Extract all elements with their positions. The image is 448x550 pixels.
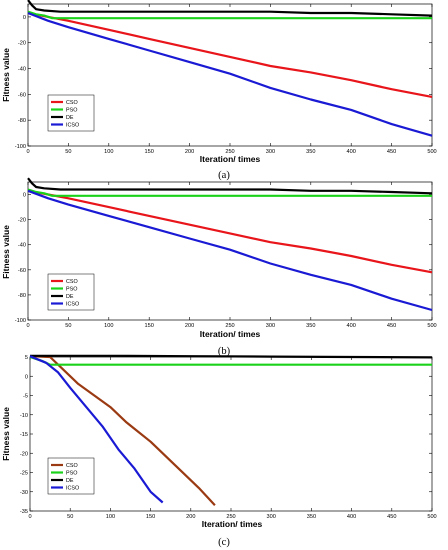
x-tick-label-c: 400: [347, 514, 356, 520]
legend-label-cso-b: CSO: [66, 279, 78, 285]
x-tick-label-a: 200: [185, 149, 194, 155]
x-tick-label-b: 350: [306, 323, 315, 329]
y-tick-label-c: -15: [20, 432, 28, 438]
y-tick-label-b: -40: [18, 243, 26, 249]
y-tick-label-a: -20: [18, 41, 26, 47]
x-tick-label-a: 250: [225, 149, 234, 155]
x-tick-label-c: 350: [307, 514, 316, 520]
x-tick-label-b: 0: [26, 323, 29, 329]
y-tick-label-a: -100: [15, 144, 26, 150]
y-tick-label-b: -20: [18, 218, 26, 224]
legend-label-icso-b: ICSO: [66, 302, 79, 308]
y-tick-label-b: -80: [18, 293, 26, 299]
x-tick-label-a: 50: [65, 149, 71, 155]
caption-b: (b): [218, 346, 231, 357]
y-tick-label-a: -80: [18, 118, 26, 124]
y-tick-label-b: 0: [23, 193, 26, 199]
y-axis-label-a: Fitness value: [1, 48, 11, 102]
x-tick-label-a: 0: [26, 149, 29, 155]
series-line-pso-b: [27, 188, 432, 197]
chart-panel-c: 0 50 100 150 200 250 300 350 400 450 50050-5-10-15…: [1, 354, 437, 548]
y-tick-label-c: -20: [20, 451, 28, 457]
x-tick-label-b: 150: [145, 323, 154, 329]
y-tick-label-c: -25: [20, 471, 28, 477]
x-axis-label-a: Iteration/ times: [200, 154, 261, 164]
y-tick-label-c: 5: [25, 355, 28, 361]
series-line-de-a: [27, 0, 433, 17]
chart-panel-a: 0 50 100 150 200 250 300 350 400 450 500 0 -20 -40 -60…: [1, 0, 437, 181]
x-tick-label-c: 250: [226, 514, 235, 520]
x-tick-label-a: 150: [145, 149, 154, 155]
legend-label-cso-c: CSO: [66, 463, 78, 469]
x-tick-label-c: 450: [387, 514, 396, 520]
x-tick-label-a: 500: [427, 149, 436, 155]
y-tick-label-c: 0: [25, 374, 28, 380]
y-tick-label-c: -35: [20, 509, 28, 515]
legend-label-pso-a: PSO: [66, 108, 77, 114]
x-tick-label-b: 400: [347, 323, 356, 329]
series-line-icso-b: [27, 189, 433, 312]
y-tick-label-b: -60: [18, 268, 26, 274]
x-tick-label-a: 450: [387, 149, 396, 155]
x-tick-label-c: 500: [427, 514, 436, 520]
x-tick-label-b: 50: [65, 323, 71, 329]
y-tick-label-b: -100: [15, 318, 26, 324]
x-tick-label-c: 100: [106, 514, 115, 520]
series-line-icso-a: [27, 11, 433, 137]
x-tick-label-a: 100: [104, 149, 113, 155]
x-tick-label-c: 0: [28, 514, 31, 520]
x-tick-label-a: 350: [306, 149, 315, 155]
legend-label-cso-a: CSO: [66, 100, 78, 106]
y-tick-label-c: -10: [20, 413, 28, 419]
x-tick-label-b: 300: [266, 323, 275, 329]
x-tick-label-a: 300: [266, 149, 275, 155]
y-tick-label-a: -40: [18, 67, 26, 73]
series-line-cso-a: [27, 11, 433, 98]
series-line-de-c: [30, 354, 433, 359]
chart-panel-b: 0 50 100 150 200 250 300 350 400 450 500 0 -20 -40 -60…: [1, 177, 437, 357]
x-tick-label-b: 200: [185, 323, 194, 329]
x-tick-label-b: 500: [427, 323, 436, 329]
legend-label-de-b: DE: [66, 294, 74, 300]
x-axis-label-b: Iteration/ times: [200, 329, 261, 339]
caption-c: (c): [218, 537, 230, 548]
y-axis-label-c: Fitness value: [1, 407, 11, 461]
series-line-pso-a: [27, 10, 432, 20]
caption-a: (a): [218, 170, 230, 181]
y-tick-label-c: -5: [23, 394, 28, 400]
y-tick-label-a: 0: [23, 15, 26, 21]
y-tick-label-a: -60: [18, 92, 26, 98]
x-tick-label-b: 450: [387, 323, 396, 329]
x-tick-label-c: 150: [146, 514, 155, 520]
legend-label-de-c: DE: [66, 478, 74, 484]
x-tick-label-c: 50: [67, 514, 73, 520]
series-line-cso-b: [27, 189, 433, 274]
legend-label-icso-c: ICSO: [66, 486, 79, 492]
x-tick-label-c: 300: [267, 514, 276, 520]
x-tick-label-b: 250: [225, 323, 234, 329]
x-tick-label-c: 200: [186, 514, 195, 520]
legend-label-pso-c: PSO: [66, 471, 77, 477]
y-tick-label-c: -30: [20, 490, 28, 496]
plot-area-c: [29, 356, 433, 512]
y-axis-label-b: Fitness value: [1, 225, 11, 279]
legend-label-de-a: DE: [66, 115, 74, 121]
legend-label-icso-a: ICSO: [66, 123, 79, 129]
series-line-de-b: [27, 177, 433, 195]
x-tick-label-b: 100: [104, 323, 113, 329]
x-tick-label-a: 400: [347, 149, 356, 155]
legend-label-pso-b: PSO: [66, 287, 77, 293]
x-axis-label-c: Iteration/ times: [202, 519, 263, 529]
series-line-icso-c: [29, 355, 164, 504]
